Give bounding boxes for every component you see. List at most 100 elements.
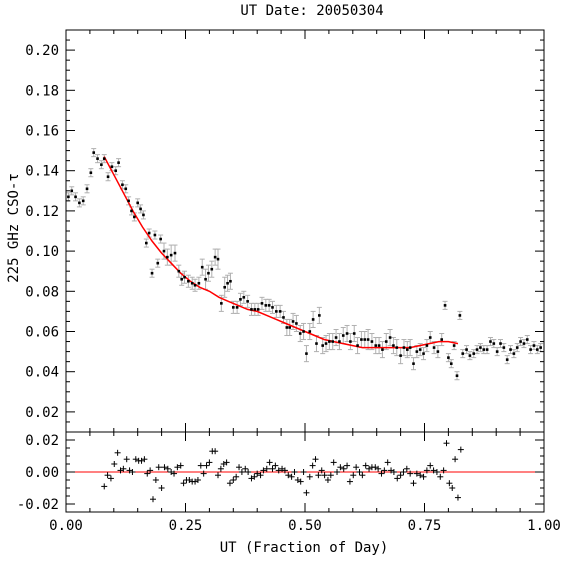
residual-point [440, 467, 447, 474]
residual-point [111, 461, 118, 467]
data-point [70, 189, 74, 193]
fit-curve [103, 156, 459, 349]
y-tick-label: 0.10 [25, 244, 59, 260]
residual-y-tick-label: -0.02 [17, 497, 59, 513]
data-point [349, 340, 352, 343]
data-point [422, 352, 425, 355]
data-point [381, 348, 384, 351]
residual-point [155, 464, 162, 471]
data-point [136, 201, 139, 205]
data-point [539, 346, 542, 349]
residual-point [454, 494, 461, 501]
residual-point [417, 472, 424, 479]
data-point [475, 348, 479, 351]
data-point [166, 255, 169, 259]
residual-point [197, 462, 204, 469]
data-point [384, 340, 388, 343]
data-point [288, 326, 292, 329]
residual-point [309, 462, 316, 469]
data-point [328, 340, 331, 343]
data-point [183, 275, 186, 279]
residual-point [263, 465, 270, 472]
data-point [519, 340, 522, 343]
residual-point [443, 440, 450, 447]
residual-point [315, 472, 322, 479]
residual-point [104, 472, 111, 479]
residual-point [269, 465, 276, 472]
residual-point [381, 467, 388, 474]
data-point [509, 348, 512, 351]
data-point [311, 318, 315, 321]
residual-points-layer [101, 440, 464, 503]
data-point [110, 165, 114, 168]
x-tick-label: 0.00 [49, 518, 83, 534]
data-point [298, 332, 302, 335]
data-point [130, 209, 133, 213]
residual-point [177, 462, 184, 469]
residual-point [346, 478, 353, 485]
residual-point [303, 489, 310, 496]
data-point [226, 281, 229, 285]
data-point [405, 348, 409, 351]
y-tick-label: 0.18 [25, 83, 59, 99]
residual-point [400, 469, 407, 475]
data-point [253, 308, 257, 311]
residual-point [359, 472, 366, 479]
data-point [282, 316, 285, 319]
data-point [428, 336, 432, 339]
residual-point [206, 459, 213, 466]
data-point [455, 374, 459, 378]
y-tick-label: 0.02 [25, 405, 59, 421]
data-point [220, 302, 223, 305]
data-point [392, 344, 395, 347]
data-point [114, 169, 118, 172]
residual-point [141, 456, 148, 463]
data-point [489, 340, 492, 343]
residual-point [158, 485, 165, 491]
residual-point [174, 464, 181, 471]
data-point [443, 304, 447, 307]
data-point [197, 281, 201, 285]
y-axis-label: 225 GHz CSO-τ [6, 173, 22, 283]
residual-point [257, 472, 264, 479]
residual-point [132, 456, 139, 463]
data-point [395, 346, 399, 349]
data-point [479, 346, 482, 349]
data-point [147, 231, 151, 235]
data-point [145, 241, 148, 245]
data-point [96, 157, 99, 160]
y-tick-label: 0.14 [25, 164, 59, 180]
residual-point [334, 469, 341, 475]
residual-point [171, 470, 178, 477]
data-point [360, 338, 363, 341]
data-point [447, 356, 450, 359]
x-tick-label: 1.00 [527, 518, 561, 534]
residual-point [446, 480, 453, 487]
data-point [256, 308, 260, 311]
main-points-layer [67, 151, 542, 378]
residual-point [449, 485, 456, 491]
residual-point [212, 448, 219, 455]
residual-point [297, 478, 304, 485]
y-tick-label: 0.16 [25, 124, 59, 140]
residual-point [236, 464, 243, 471]
residual-point [362, 462, 369, 469]
residual-point [164, 465, 171, 472]
residual-point [433, 469, 440, 475]
residual-point [233, 473, 240, 480]
data-point [502, 346, 506, 349]
data-point [246, 300, 249, 303]
data-point [465, 348, 468, 351]
residual-point [238, 469, 245, 475]
data-point [242, 296, 246, 299]
data-point [345, 332, 349, 335]
data-point [324, 342, 328, 345]
data-point [187, 279, 190, 283]
residual-point [149, 496, 156, 503]
data-point [142, 213, 145, 217]
data-point [440, 338, 444, 341]
data-point [67, 195, 70, 199]
data-point [250, 308, 253, 311]
data-point [133, 215, 136, 219]
